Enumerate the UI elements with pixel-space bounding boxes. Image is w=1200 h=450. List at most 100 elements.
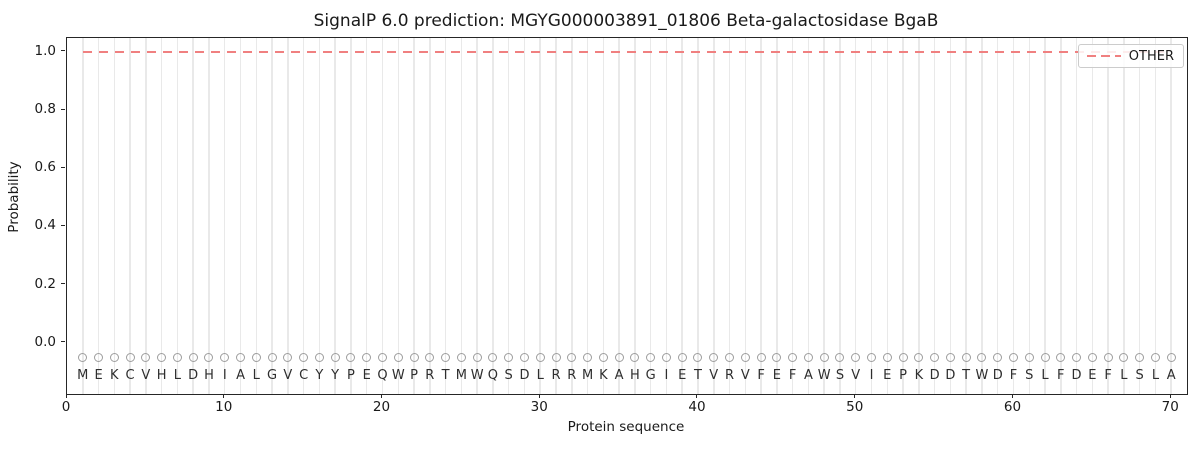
sequence-marker (1166, 352, 1176, 362)
residue-letter: E (678, 368, 687, 384)
x-tick-label: 40 (688, 399, 706, 415)
legend-dash-sample (1086, 55, 1121, 57)
grid-line (713, 38, 715, 394)
sequence-marker (661, 352, 671, 362)
y-tick-label: 0.2 (34, 275, 56, 292)
grid-line (334, 38, 336, 394)
x-tick (380, 394, 382, 398)
grid-line (634, 38, 636, 394)
residue-letter: T (962, 368, 971, 384)
residue-letter: W (817, 368, 831, 384)
grid-line (1044, 38, 1046, 394)
grid-line (381, 38, 384, 394)
grid-line (460, 38, 463, 394)
sequence-marker (693, 352, 703, 362)
residue-letter: C (299, 368, 309, 384)
sequence-marker (567, 352, 577, 362)
residue-letter: D (188, 368, 199, 384)
grid-line (776, 38, 778, 394)
sequence-marker (882, 352, 892, 362)
residue-letter: F (1104, 368, 1112, 384)
residue-letter: Q (377, 368, 388, 384)
sequence-marker (835, 352, 845, 362)
grid-line (918, 38, 920, 394)
grid-line (886, 38, 889, 394)
residue-letter: W (470, 368, 484, 384)
residue-letter: D (929, 368, 940, 384)
sequence-marker (441, 352, 451, 362)
grid-line (239, 38, 242, 394)
sequence-marker (409, 352, 419, 362)
grid-line (870, 38, 873, 394)
grid-line (350, 38, 352, 394)
residue-letter: S (1135, 368, 1144, 384)
sequence-marker (677, 352, 687, 362)
sequence-marker (1008, 352, 1018, 362)
residue-letter: E (362, 368, 371, 384)
grid-line (1091, 38, 1094, 394)
grid-line (429, 38, 431, 394)
residue-letter: R (425, 368, 435, 384)
residue-letter: D (992, 368, 1003, 384)
grid-line (1138, 38, 1141, 394)
residue-letter: H (204, 368, 214, 384)
y-tick-label: 1.0 (34, 42, 56, 59)
chart-title: SignalP 6.0 prediction: MGYG000003891_01… (313, 11, 939, 31)
grid-line (1107, 38, 1109, 394)
grid-line (981, 38, 983, 394)
grid-line (192, 38, 194, 394)
y-tick-label: 0.6 (34, 159, 56, 176)
sequence-marker (251, 352, 261, 362)
sequence-marker (504, 352, 514, 362)
grid-line (539, 38, 541, 394)
x-tick-label: 30 (530, 399, 548, 415)
residue-letter: A (236, 368, 245, 384)
grid-line (1123, 38, 1125, 394)
grid-line (492, 38, 494, 394)
sequence-marker (1087, 352, 1097, 362)
grid-line (271, 38, 273, 394)
sequence-marker (125, 352, 135, 362)
sequence-marker (456, 352, 466, 362)
residue-letter: K (914, 368, 924, 384)
grid-line (571, 38, 573, 394)
other-probability-line (82, 50, 1172, 53)
grid-line (586, 38, 589, 394)
sequence-marker (725, 352, 735, 362)
residue-letter: M (455, 368, 467, 384)
grid-line (697, 38, 699, 394)
grid-line (413, 38, 415, 394)
residue-letter: W (975, 368, 989, 384)
sequence-marker (740, 352, 750, 362)
y-tick (61, 108, 65, 110)
sequence-marker (1150, 352, 1160, 362)
grid-line (476, 38, 478, 394)
sequence-marker (346, 352, 356, 362)
residue-letter: Q (487, 368, 499, 384)
sequence-marker (819, 352, 829, 362)
grid-line (1075, 38, 1078, 394)
sequence-marker (803, 352, 813, 362)
residue-letter: M (77, 368, 89, 384)
residue-letter: I (222, 368, 227, 384)
x-tick (854, 394, 856, 398)
sequence-marker (488, 352, 498, 362)
sequence-marker (314, 352, 324, 362)
y-tick (61, 50, 65, 52)
sequence-marker (867, 352, 876, 362)
grid-line (1060, 38, 1062, 394)
sequence-marker (299, 352, 309, 362)
grid-line (602, 38, 605, 394)
x-tick (1169, 394, 1171, 398)
residue-letter: G (645, 368, 656, 384)
y-tick (61, 224, 65, 226)
residue-letter: R (725, 368, 735, 384)
residue-letter: S (1025, 368, 1034, 384)
sequence-marker (961, 352, 971, 362)
y-tick-label: 0.4 (34, 217, 56, 234)
sequence-marker (472, 352, 482, 362)
grid-line (649, 38, 652, 394)
grid-line (1170, 38, 1172, 394)
sequence-marker (1119, 352, 1129, 362)
